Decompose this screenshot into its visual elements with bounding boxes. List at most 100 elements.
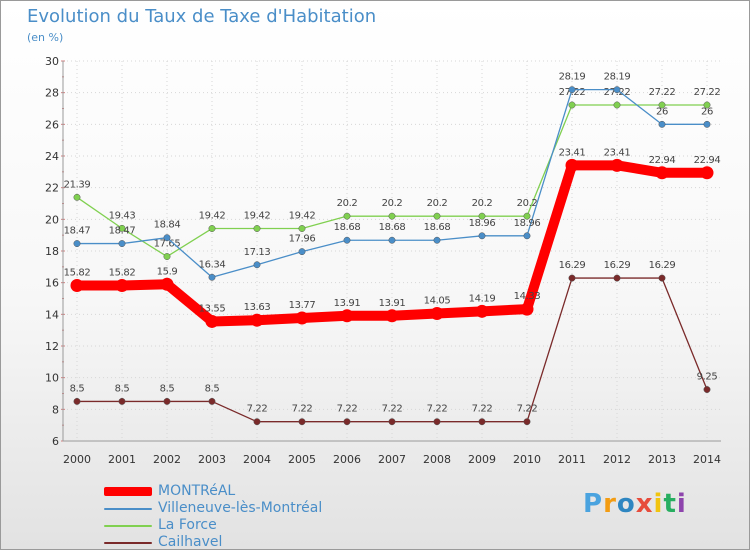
data-point [475, 304, 489, 318]
legend-swatch [104, 542, 152, 544]
data-point [208, 397, 216, 405]
x-tick-label: 2011 [558, 453, 586, 466]
data-point [613, 101, 621, 109]
x-tick-label: 2002 [153, 453, 181, 466]
data-label: 17.13 [244, 247, 271, 258]
data-point [703, 120, 711, 128]
data-label: 19.42 [244, 211, 271, 222]
y-tick-label: 14 [45, 308, 59, 321]
legend-label: La Force [158, 517, 217, 533]
data-label: 18.68 [334, 222, 361, 233]
x-tick-label: 2014 [693, 453, 721, 466]
data-label: 13.91 [379, 298, 406, 309]
data-point [658, 274, 666, 282]
data-point [433, 418, 441, 426]
logo-letter: o [616, 489, 636, 519]
data-label: 26 [656, 106, 668, 117]
data-label: 13.77 [289, 300, 316, 311]
data-label: 18.47 [64, 226, 91, 237]
data-label: 23.41 [559, 147, 586, 158]
y-tick-label: 10 [45, 372, 59, 385]
data-label: 21.39 [64, 179, 91, 190]
data-point [163, 234, 171, 242]
data-point [343, 236, 351, 244]
data-label: 16.29 [649, 260, 676, 271]
y-tick-label: 18 [45, 245, 59, 258]
data-point [430, 307, 444, 321]
data-point [118, 224, 126, 232]
y-tick-label: 8 [52, 403, 59, 416]
data-point [613, 274, 621, 282]
data-label: 17.65 [154, 239, 181, 250]
data-point [73, 240, 81, 248]
data-point [205, 314, 219, 328]
data-point [658, 120, 666, 128]
legend-swatch [104, 525, 152, 527]
data-label: 13.55 [199, 303, 226, 314]
data-label: 26 [701, 106, 713, 117]
data-point [115, 279, 129, 293]
data-label: 14.19 [469, 293, 496, 304]
data-point [388, 418, 396, 426]
data-point [298, 418, 306, 426]
logo-letter: x [635, 489, 654, 519]
data-point [118, 397, 126, 405]
data-point [160, 277, 174, 291]
legend-label: Villeneuve-lès-Montréal [158, 500, 323, 516]
data-point [253, 418, 261, 426]
proxiti-logo: Proxiti [583, 489, 687, 519]
data-label: 19.42 [289, 211, 316, 222]
data-label: 27.22 [694, 87, 721, 98]
data-point [298, 248, 306, 256]
data-label: 15.82 [109, 268, 136, 279]
x-tick-label: 2003 [198, 453, 226, 466]
data-label: 8.5 [115, 383, 130, 394]
y-tick-label: 24 [45, 150, 59, 163]
data-label: 19.43 [109, 210, 136, 221]
data-label: 18.68 [379, 222, 406, 233]
y-tick-label: 30 [45, 55, 59, 68]
data-label: 20.2 [337, 198, 358, 209]
data-point [568, 274, 576, 282]
data-point [295, 311, 309, 325]
data-label: 18.68 [424, 222, 451, 233]
data-label: 17.96 [289, 234, 316, 245]
x-tick-label: 2004 [243, 453, 271, 466]
data-label: 23.41 [604, 147, 631, 158]
data-point [208, 273, 216, 281]
data-point [703, 386, 711, 393]
y-tick-label: 26 [45, 118, 59, 131]
x-tick-label: 2012 [603, 453, 631, 466]
x-tick-label: 2010 [513, 453, 541, 466]
data-point [343, 212, 351, 220]
data-point [568, 101, 576, 109]
y-tick-label: 20 [45, 213, 59, 226]
data-label: 18.84 [154, 220, 181, 231]
data-label: 16.29 [559, 260, 586, 271]
data-label: 18.47 [109, 226, 136, 237]
data-label: 16.29 [604, 260, 631, 271]
data-label: 8.5 [205, 383, 220, 394]
data-point [298, 225, 306, 232]
data-point [703, 101, 711, 109]
y-tick-label: 6 [52, 435, 59, 448]
data-label: 18.96 [469, 218, 496, 229]
data-label: 28.19 [604, 72, 631, 83]
data-point [478, 418, 486, 426]
data-label: 13.63 [244, 302, 271, 313]
data-point [388, 212, 396, 220]
logo-letter: r [603, 489, 617, 519]
data-label: 14.33 [514, 291, 541, 302]
data-label: 8.5 [160, 383, 175, 394]
data-point [523, 212, 531, 220]
logo-letter: P [583, 489, 604, 519]
data-label: 7.22 [247, 404, 268, 415]
data-point [340, 309, 354, 323]
y-tick-label: 22 [45, 182, 59, 195]
data-point [73, 397, 81, 405]
y-tick-label: 16 [45, 277, 59, 290]
data-point [613, 86, 621, 94]
data-point [478, 232, 486, 240]
